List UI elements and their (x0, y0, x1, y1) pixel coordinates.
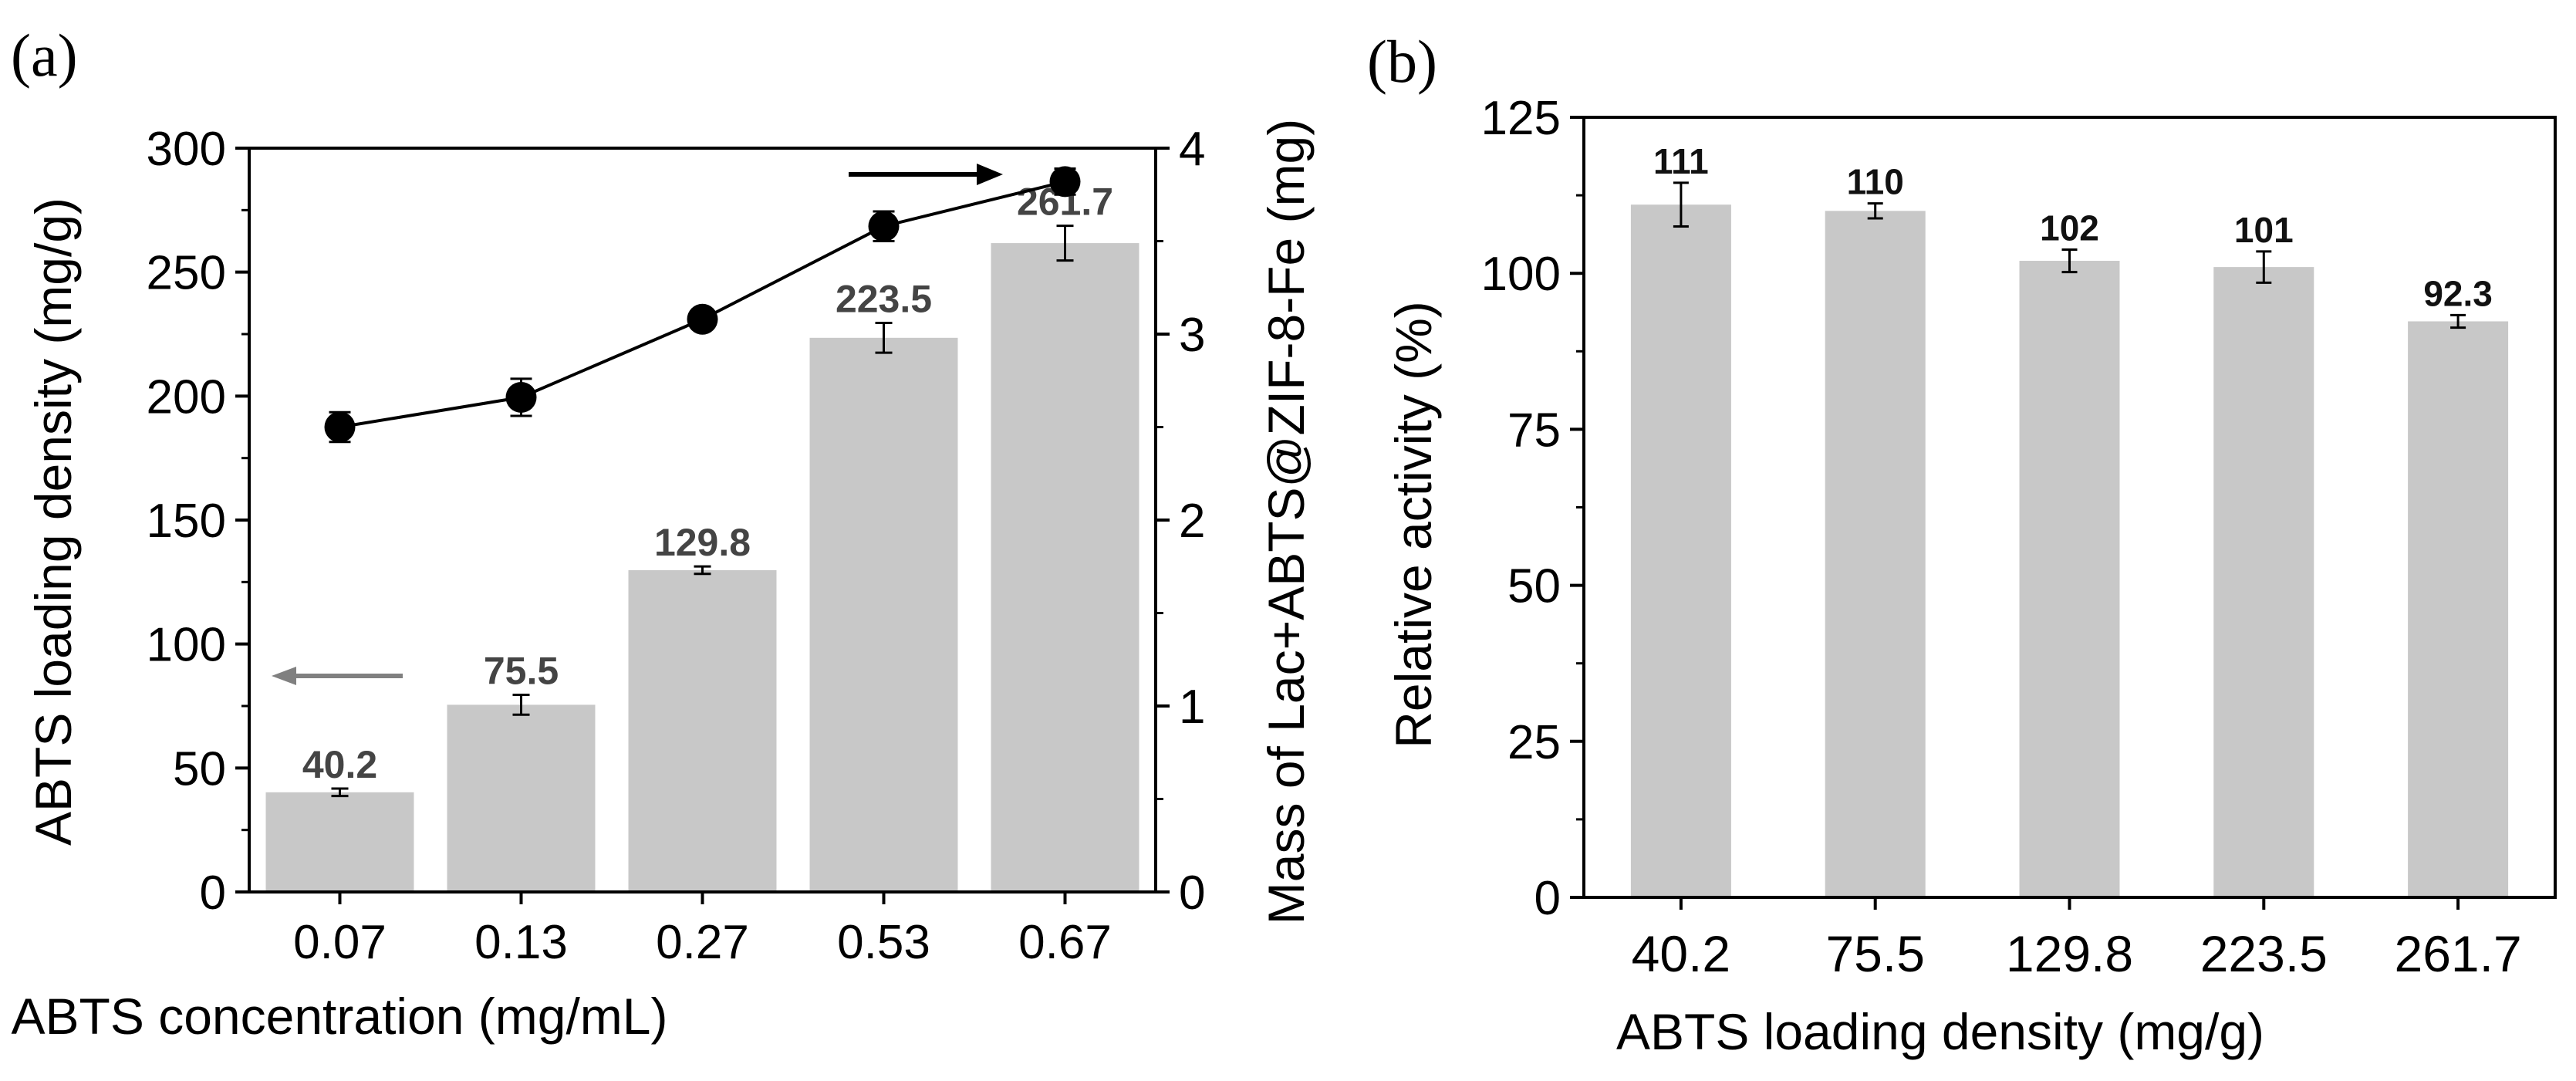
chart-a-y2tick-label: 3 (1179, 309, 1205, 362)
chart-a-ytick-label: 0 (200, 866, 226, 920)
chart-a-y2tick-label: 4 (1179, 123, 1205, 176)
chart-b-ytick-label: 25 (1507, 716, 1561, 769)
chart-b-xtick-label: 129.8 (2006, 925, 2133, 982)
chart-a-xtick-label: 0.53 (837, 916, 930, 969)
chart-a-bar-error (331, 787, 349, 798)
chart-b-ytick-label: 50 (1507, 560, 1561, 613)
chart-a-ytick-label: 50 (173, 742, 226, 796)
chart-a-xtick-label: 0.67 (1018, 916, 1112, 969)
chart-b-ytick-label: 100 (1481, 248, 1561, 301)
chart-b-bar-label: 92.3 (2423, 273, 2493, 313)
chart-a-line-series (324, 166, 1081, 444)
chart-a-point (1049, 166, 1081, 198)
chart-b-bar (2019, 261, 2120, 897)
panel-a-label: (a) (11, 22, 78, 89)
chart-a-point (687, 303, 718, 335)
chart-b-bar (1825, 211, 1926, 897)
right-axis-arrow (849, 164, 1003, 185)
chart-b-xtick-label: 75.5 (1825, 925, 1924, 982)
chart-a-ytick-label: 200 (147, 370, 226, 424)
chart-b-ytick-label: 75 (1507, 404, 1561, 457)
chart-b-bar (2408, 321, 2509, 897)
chart-b-bars: 111 110 102 101 92.3 (1630, 141, 2509, 897)
chart-b-bar-label: 102 (2040, 208, 2099, 248)
chart-a-point (868, 211, 900, 242)
chart-b-ylabel: Relative activity (%) (1385, 301, 1442, 748)
chart-a-xtick-label: 0.13 (474, 916, 568, 969)
chart-a-ytick-label: 100 (147, 619, 226, 672)
chart-a-ytick-label: 300 (147, 123, 226, 176)
chart-a-bar-error (694, 565, 711, 576)
chart-a-xlabel: ABTS concentration (mg/mL) (12, 988, 668, 1045)
left-axis-arrow (272, 667, 403, 685)
chart-a-bar (628, 569, 777, 892)
chart-b-bar-error (1867, 202, 1883, 220)
chart-a-ytick-label: 150 (147, 495, 226, 548)
chart-a-bar-label: 40.2 (302, 743, 377, 786)
chart-a-axes: 0 50 100 150 200 250 300 0 1 2 3 4 0.07 0.13 0.27 0.53 0… (147, 123, 1206, 969)
chart-a-y2tick-label: 2 (1179, 495, 1205, 548)
chart-b-bar-label: 110 (1847, 162, 1904, 202)
chart-b-bar (2213, 267, 2314, 897)
chart-b-bar-label: 111 (1653, 141, 1709, 181)
chart-a-bar (809, 337, 958, 892)
chart-a-point (324, 411, 356, 443)
chart-a-ylabel: ABTS loading density (mg/g) (25, 198, 82, 846)
chart-b-bar-error (1673, 181, 1689, 228)
chart-b: 111 110 102 101 92.3 0 25 50 75 100 125 40.2 75.5 12… (1385, 92, 2557, 1060)
chart-a-bar-label: 223.5 (836, 278, 932, 321)
panel-b-label: (b) (1367, 28, 1437, 95)
chart-a-bar-error (1056, 225, 1074, 262)
chart-b-bar-error (2256, 250, 2272, 284)
chart-b-bar (1630, 204, 1731, 897)
chart-b-bar-error (2061, 248, 2078, 274)
chart-a-point (505, 381, 537, 413)
chart-a-y2tick-label: 1 (1179, 681, 1205, 734)
chart-b-bar-label: 101 (2234, 210, 2294, 250)
chart-a-xtick-label: 0.07 (293, 916, 387, 969)
chart-a-bar (447, 704, 596, 892)
chart-a-bar-label: 75.5 (484, 650, 559, 693)
chart-a-bar-error (512, 694, 530, 716)
chart-b-ytick-label: 0 (1534, 872, 1561, 925)
chart-b-xlabel: ABTS loading density (mg/g) (1616, 1003, 2264, 1060)
chart-a-bar (265, 792, 414, 892)
chart-b-ytick-label: 125 (1481, 92, 1561, 145)
chart-b-axes: 0 25 50 75 100 125 40.2 75.5 129.8 223.5 261.7 (1481, 92, 2557, 982)
chart-a-ytick-label: 250 (147, 247, 226, 300)
chart-a-bar-label: 129.8 (654, 521, 751, 564)
chart-b-xtick-label: 261.7 (2395, 925, 2522, 982)
chart-a-bar (991, 243, 1139, 892)
chart-a-bar-error (875, 322, 893, 354)
chart-b-bar-error (2450, 313, 2466, 329)
chart-a-xtick-label: 0.27 (656, 916, 749, 969)
chart-a-y2label: Mass of Lac+ABTS@ZIF-8-Fe (mg) (1258, 119, 1315, 924)
chart-a-y2tick-label: 0 (1179, 866, 1205, 920)
chart-b-xtick-label: 223.5 (2200, 925, 2328, 982)
chart-b-xtick-label: 40.2 (1632, 925, 1730, 982)
